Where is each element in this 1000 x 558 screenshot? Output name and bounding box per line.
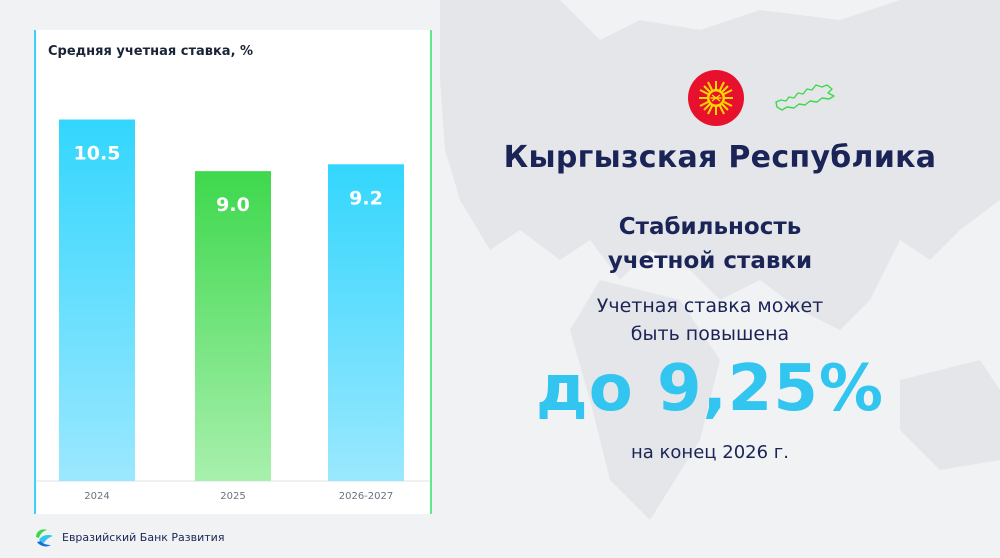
headline-line-1: Стабильность <box>618 214 802 240</box>
footnote: на конец 2026 г. <box>631 442 789 463</box>
headline-line-2: учетной ставки <box>607 248 813 274</box>
bank-name: Евразийский Банк Развития <box>62 531 225 544</box>
bar-value-label: 10.5 <box>74 143 121 165</box>
bar-value-label: 9.2 <box>349 187 383 209</box>
chart-title: Средняя учетная ставка, % <box>48 44 254 59</box>
x-tick-label: 2025 <box>220 491 245 502</box>
bar-value-label: 9.0 <box>216 194 250 216</box>
headline: Стабильность учетной ставки <box>540 210 880 278</box>
highlight-rate: до 9,25% <box>536 352 884 426</box>
bar-chart: 10.5 2024 9.0 2025 9.2 2026-2027 <box>34 119 432 502</box>
subheadline-line-1: Учетная ставка может <box>596 295 824 317</box>
subheadline: Учетная ставка может быть повышена <box>540 292 880 348</box>
x-tick-label: 2026-2027 <box>339 491 394 502</box>
eabr-logo-icon <box>36 529 53 547</box>
bar-2025 <box>195 171 271 482</box>
subheadline-line-2: быть повышена <box>630 323 790 345</box>
bar-2026-2027 <box>328 164 404 481</box>
kyrgyz-flag-icon <box>688 70 744 126</box>
x-tick-label: 2024 <box>84 491 109 502</box>
kyrgyzstan-outline-icon <box>775 84 835 111</box>
bar-2024 <box>59 119 135 482</box>
country-name: Кыргызская Республика <box>503 140 937 175</box>
